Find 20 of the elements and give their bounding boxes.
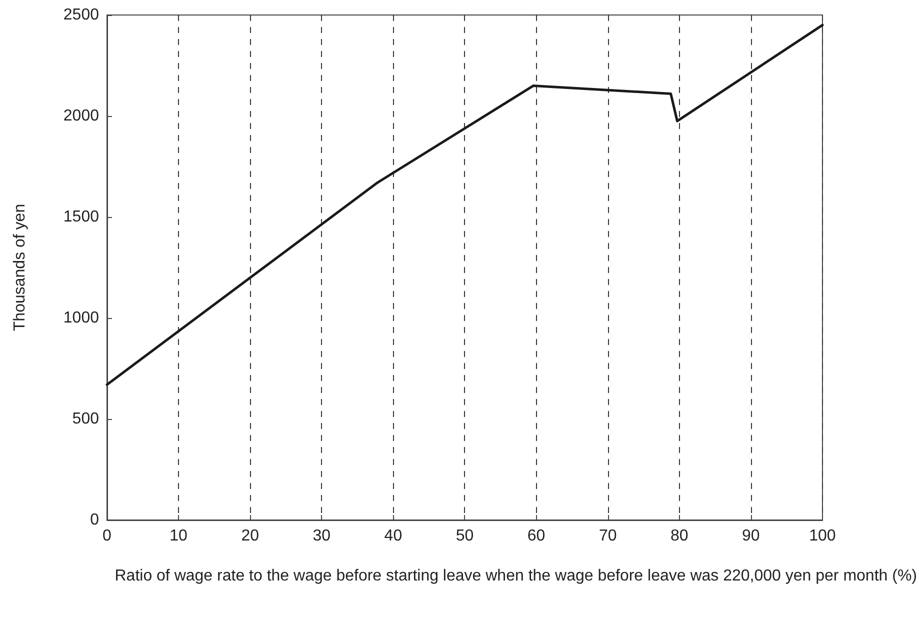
y-tick-label: 2500 xyxy=(63,6,100,24)
x-tick-label: 100 xyxy=(809,528,836,544)
y-tick-label: 0 xyxy=(90,512,100,528)
x-axis-title: Ratio of wage rate to the wage before starting leave when the wage before leave was 220,000 yen per month (%) xyxy=(114,568,917,584)
x-tick-label: 80 xyxy=(670,528,688,544)
x-tick-label: 60 xyxy=(527,528,546,544)
y-axis-title: Thousands of yen xyxy=(12,204,28,332)
x-tick-label: 50 xyxy=(456,528,474,544)
y-tick-label: 2000 xyxy=(63,108,100,124)
y-tick-label: 1500 xyxy=(63,208,100,226)
x-tick-label: 10 xyxy=(170,528,188,544)
y-tick-label: 500 xyxy=(72,410,100,428)
y-tick-label: 1000 xyxy=(63,310,100,326)
x-tick-label: 20 xyxy=(241,528,260,544)
x-tick-label: 90 xyxy=(742,528,760,544)
line-series xyxy=(106,24,824,386)
x-tick-label: 40 xyxy=(384,528,402,544)
x-tick-label: 30 xyxy=(312,528,331,544)
x-tick-label: 0 xyxy=(102,528,112,544)
x-tick-label: 70 xyxy=(598,528,617,544)
